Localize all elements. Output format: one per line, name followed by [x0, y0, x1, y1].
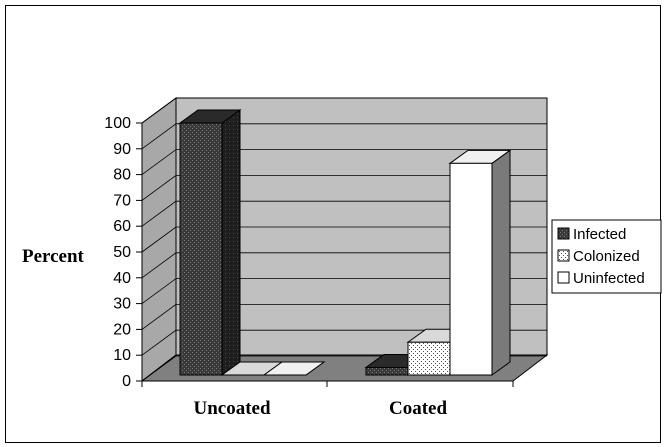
y-axis-ticks: 0 10 20 30 40 50 60 70 80 90 100 [104, 115, 142, 390]
y-tick-label: 100 [104, 115, 131, 132]
legend-label-uninfected: Uninfected [573, 270, 645, 287]
gridline [141, 278, 547, 304]
legend-swatch-infected [557, 227, 570, 240]
legend-label-infected: Infected [573, 226, 626, 243]
legend: Infected Colonized Uninfected [551, 219, 662, 294]
y-tick-label: 50 [113, 244, 131, 261]
bar-side [221, 109, 241, 376]
y-tick-label: 20 [113, 321, 131, 338]
gridline [141, 329, 547, 356]
y-tick-label: 30 [113, 296, 131, 313]
y-axis-label: Percent [22, 246, 85, 267]
gridline [141, 303, 547, 330]
y-tick-label: 80 [113, 167, 131, 184]
bar-infected [178, 109, 242, 376]
category-label: Coated [389, 398, 447, 419]
gridline [141, 174, 547, 201]
bar-front [365, 366, 409, 376]
legend-swatch-uninfected [557, 271, 570, 284]
category-label: Uncoated [193, 398, 270, 419]
bars [178, 109, 512, 376]
gridlines [141, 97, 547, 382]
y-tick-label: 0 [122, 373, 131, 390]
y-tick-label: 90 [113, 141, 131, 158]
gridline [141, 200, 547, 227]
gridline [141, 252, 547, 279]
legend-swatch-colonized [557, 249, 570, 262]
bar-uninfected [262, 361, 326, 376]
y-tick-label: 70 [113, 192, 131, 209]
y-tick-label: 40 [113, 270, 131, 287]
legend-box [551, 219, 662, 294]
gridline [141, 97, 547, 124]
gridline [141, 149, 547, 175]
bar-uninfected [448, 149, 512, 376]
y-tick-label: 10 [113, 347, 131, 364]
bar-front [179, 122, 223, 376]
gridline [141, 123, 547, 150]
gridline [141, 226, 547, 253]
bar-front [407, 341, 451, 376]
bar-side [491, 149, 511, 376]
legend-label-colonized: Colonized [573, 248, 640, 265]
y-tick-label: 60 [113, 218, 131, 235]
bar-front [449, 162, 493, 376]
